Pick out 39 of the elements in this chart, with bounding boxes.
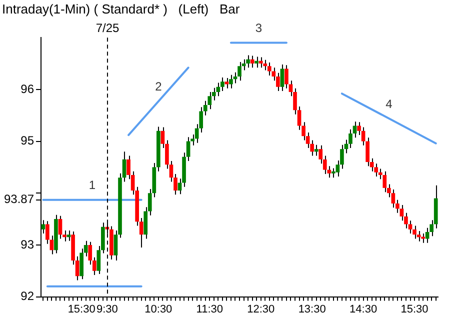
y-tick-label: 95 — [20, 134, 34, 148]
candlestick — [284, 64, 288, 89]
candlestick — [263, 59, 268, 71]
x-tick-label: 11:30 — [196, 303, 223, 316]
candlestick — [258, 56, 263, 68]
ref-line-label: 7/25 — [96, 20, 120, 35]
y-tick-label: 93.87 — [4, 192, 34, 206]
candlestick — [332, 168, 336, 178]
candlestick — [314, 144, 318, 156]
x-tick-label: 14:30 — [350, 303, 378, 316]
candlestick — [224, 78, 229, 89]
candlestick — [267, 62, 272, 76]
candlestick — [229, 74, 233, 89]
x-tick-label: 9:30 — [96, 303, 118, 316]
x-tick-label: 15:30 — [400, 303, 428, 316]
candlestick — [254, 56, 259, 68]
x-tick-label: 13:30 — [298, 303, 326, 316]
y-tick-label: 96 — [20, 82, 34, 96]
series-label: 1 — [88, 178, 96, 192]
candlestick — [352, 121, 357, 138]
candlestick — [58, 215, 62, 240]
candlestick — [46, 220, 50, 244]
series-label: 2 — [155, 80, 162, 94]
y-tick-label: 92 — [20, 289, 34, 304]
candlestick — [382, 170, 387, 193]
candlestick — [246, 54, 250, 68]
candlestick — [391, 188, 396, 208]
series-label: 3 — [255, 21, 262, 36]
x-tick-label: 12:30 — [247, 303, 275, 316]
y-tick-label: 93 — [20, 237, 34, 252]
candlestick — [238, 61, 242, 82]
candlestick — [421, 233, 425, 244]
candlestick — [348, 128, 352, 149]
candlestick — [400, 204, 404, 222]
x-tick-label: 15:30 — [68, 303, 96, 316]
chart-title: Intraday(1-Min) ( Standard* ) (Left) Bar — [2, 1, 240, 16]
candlestick — [280, 64, 284, 92]
x-tick-label: 10:30 — [144, 303, 172, 316]
series-label: 4 — [386, 96, 393, 111]
